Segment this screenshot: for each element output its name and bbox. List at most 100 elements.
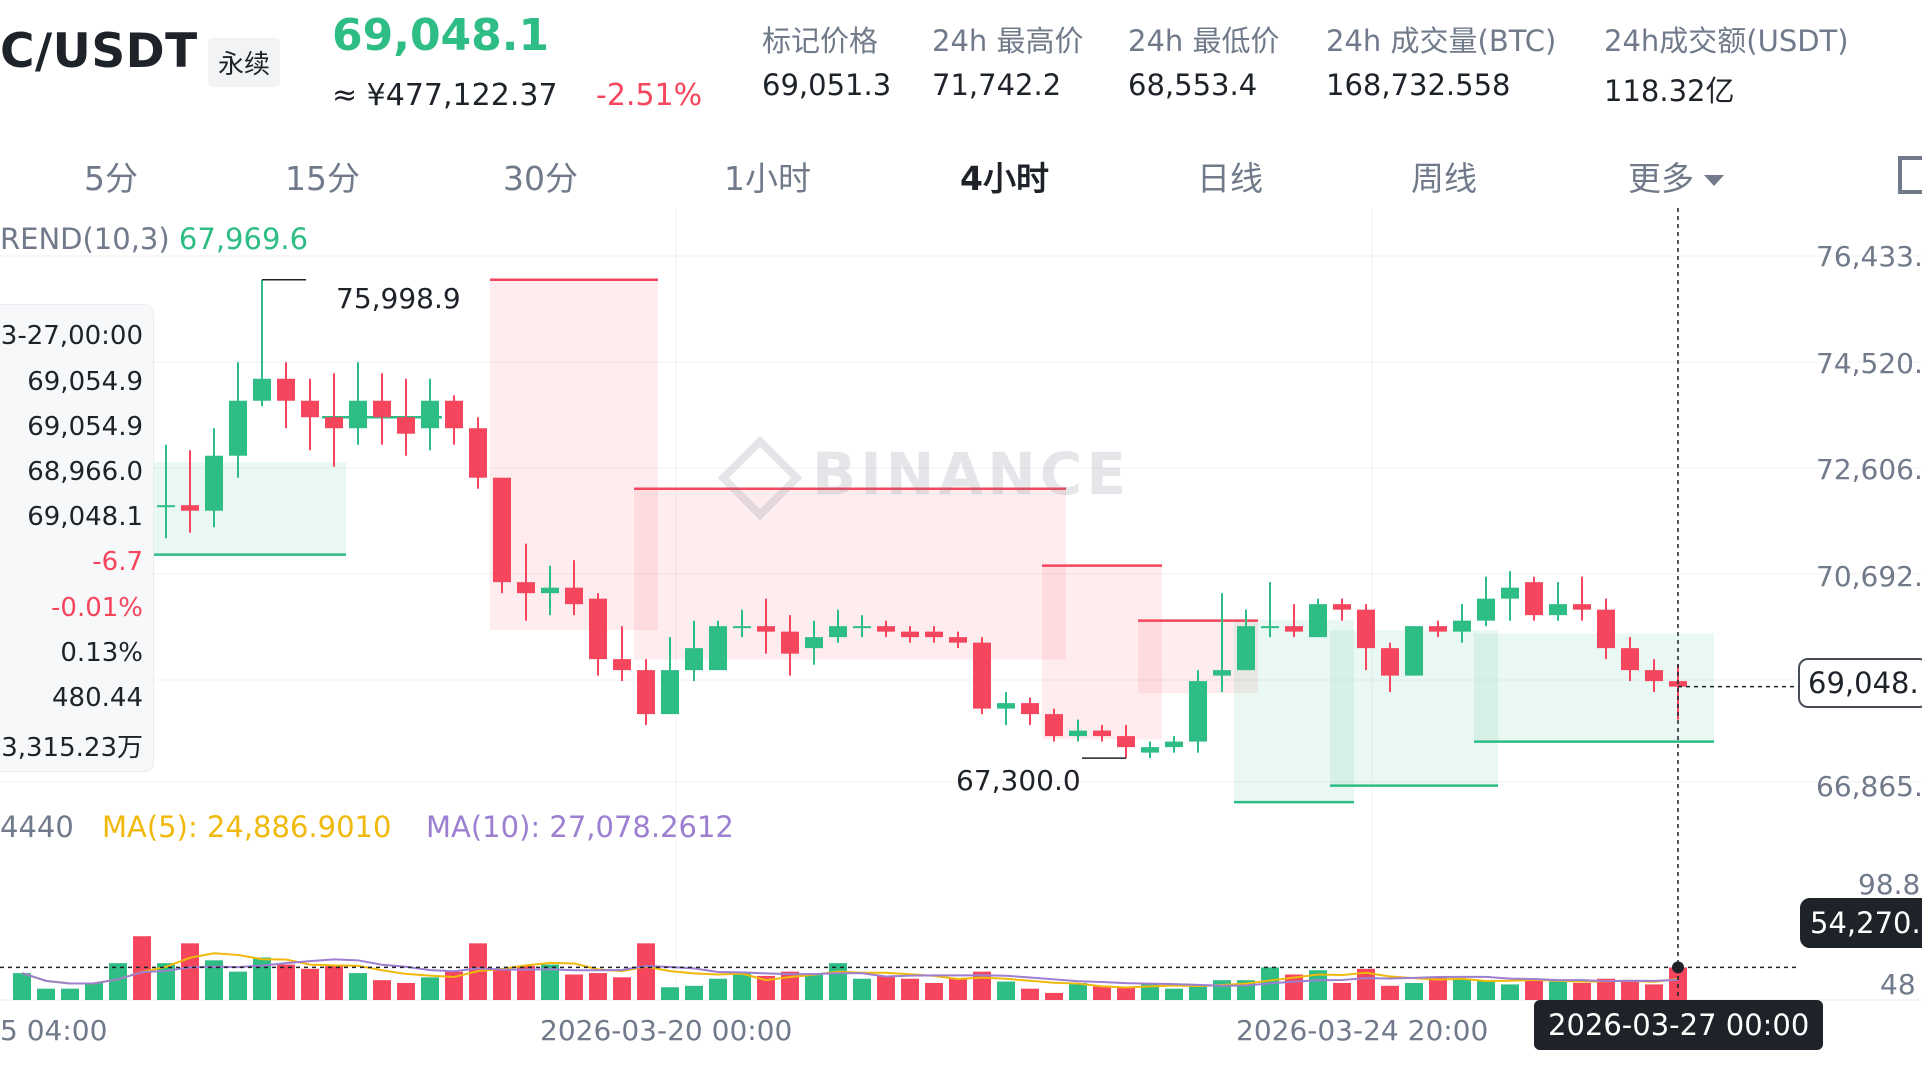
tooltip-open: 69,054.9 (27, 367, 143, 397)
supertrend-fill (634, 488, 1066, 660)
last-price: 69,048.1 (332, 10, 550, 61)
tab-4h[interactable]: 4小时 (960, 159, 1049, 198)
candle-body (301, 400, 319, 418)
candle-body (925, 631, 943, 638)
cny-price: ≈ ¥477,122.37 (332, 78, 558, 113)
supertrend-fill (1042, 565, 1162, 740)
candle-body (685, 648, 703, 671)
crosshair-time-tag: 2026-03-27 00:00 (1534, 1000, 1824, 1050)
candle-body (397, 417, 415, 434)
volume-bar (805, 974, 823, 1000)
volume-bar (1597, 978, 1615, 1000)
volume-bar (925, 982, 943, 1000)
volume-bar (1381, 985, 1399, 1000)
tab-15m[interactable]: 15分 (285, 159, 360, 198)
indicator-value: 67,969.6 (178, 222, 309, 256)
volume-bar (589, 973, 607, 1000)
candle-body (997, 703, 1015, 709)
candle-body (1237, 626, 1255, 671)
stat-24h-turnover-label: 24h成交额(USDT) (1604, 24, 1849, 58)
candle-body (1117, 736, 1135, 748)
candle-body (829, 626, 847, 638)
candle-body (469, 428, 487, 478)
candle-body (1549, 604, 1567, 616)
volume-bar (541, 964, 559, 1000)
candle-body (493, 477, 511, 583)
candle-body (1141, 747, 1159, 753)
candle-body (181, 505, 199, 511)
current-volume-tag: 54,270. (1800, 898, 1922, 948)
volume-bar (1165, 988, 1183, 1000)
volume-bar (421, 977, 439, 1000)
volume-bar (349, 973, 367, 1000)
volume-bar (1621, 981, 1639, 1000)
candle-body (277, 378, 295, 401)
stat-24h-low-label: 24h 最低价 (1128, 24, 1280, 58)
tooltip-high: 69,054.9 (27, 412, 143, 442)
tab-1w[interactable]: 周线 (1411, 159, 1477, 198)
candle-body (1357, 609, 1375, 649)
pair-title: C/USDT (0, 24, 198, 79)
stat-mark-price-label: 标记价格 (762, 24, 879, 58)
binance-logo-icon (717, 435, 803, 521)
ma5-legend: MA(5): 24,886.9010 (102, 810, 392, 844)
tooltip-volume: 480.44 (52, 683, 143, 713)
volume-bar (1333, 982, 1351, 1000)
volume-bar (61, 988, 79, 1000)
candle-body (781, 631, 799, 654)
candle-body (1597, 609, 1615, 649)
volume-bar (1573, 982, 1591, 1000)
binance-watermark: BINANCE (717, 435, 1130, 521)
volume-bar (1477, 980, 1495, 1000)
ma10-line (21, 958, 1679, 987)
candle-body (877, 626, 895, 632)
indicator-name: REND(10,3) (0, 222, 170, 256)
stat-24h-high-value: 71,742.2 (932, 68, 1062, 102)
candle-body (1621, 648, 1639, 671)
candle-body (1093, 730, 1111, 737)
candle-body (1333, 604, 1351, 610)
candle-body (541, 587, 559, 594)
change-percent: -2.51% (596, 78, 703, 113)
volume-bar (517, 965, 535, 1000)
tab-30m[interactable]: 30分 (503, 159, 578, 198)
price-axis-label: 72,606. (1816, 453, 1922, 486)
chart-settings-icon[interactable] (1898, 156, 1922, 194)
candle-body (757, 626, 775, 632)
candle-body (349, 400, 367, 429)
time-axis-label: 2026-03-24 20:00 (1236, 1014, 1489, 1047)
current-price-tag: 69,048. (1798, 658, 1922, 708)
candle-body (205, 455, 223, 511)
time-axis-label: 2026-03-20 00:00 (540, 1014, 793, 1047)
volume-bar (397, 982, 415, 1000)
candle-body (253, 378, 271, 401)
tooltip-turnover: 3,315.23万 (1, 733, 143, 763)
more-dropdown[interactable]: 更多 (1628, 152, 1724, 200)
volume-bar (733, 973, 751, 1000)
tab-1h[interactable]: 1小时 (724, 159, 811, 198)
candle-body (709, 626, 727, 671)
volume-bar (13, 973, 31, 1000)
price-axis-label: 76,433. (1816, 240, 1922, 273)
volume-bar (709, 978, 727, 1000)
volume-bar (253, 957, 271, 1000)
candle-body (517, 582, 535, 594)
tab-1d[interactable]: 日线 (1197, 159, 1263, 198)
volume-bar (1213, 980, 1231, 1000)
volume-bar (613, 977, 631, 1000)
volume-bar (1309, 970, 1327, 1000)
tab-5m[interactable]: 5分 (84, 159, 138, 198)
candle-body (637, 670, 655, 715)
volume-bar (1669, 967, 1687, 1000)
stat-24h-high-label: 24h 最高价 (932, 24, 1084, 58)
volume-bar (445, 971, 463, 1000)
volume-bar (301, 968, 319, 1000)
candle-body (1285, 626, 1303, 632)
volume-bar (901, 978, 919, 1000)
tooltip-amplitude: 0.13% (60, 638, 143, 668)
volume-bar (997, 981, 1015, 1000)
crosshair-dot (1672, 961, 1684, 974)
volume-bar (37, 988, 55, 1000)
candle-body (1573, 604, 1591, 610)
